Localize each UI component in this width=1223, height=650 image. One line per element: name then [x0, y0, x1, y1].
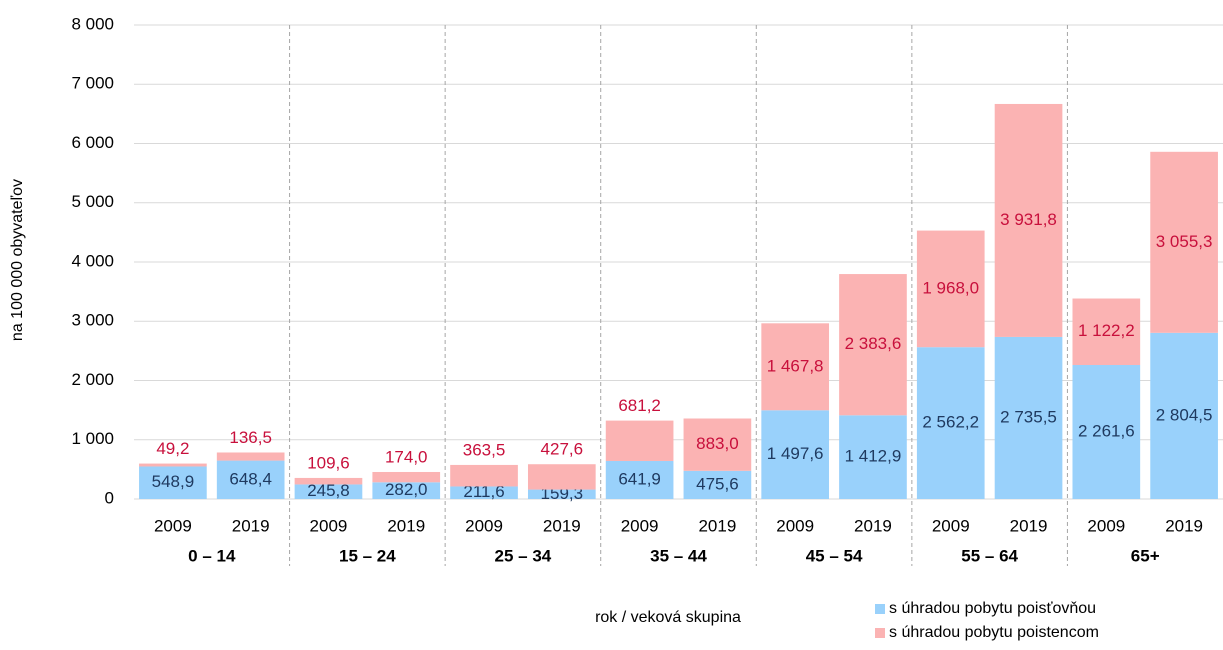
group-label: 25 – 34	[495, 546, 552, 565]
data-label: 109,6	[307, 453, 350, 472]
legend-swatch	[875, 604, 885, 614]
y-tick-label: 3 000	[71, 311, 114, 330]
data-label: 1 968,0	[922, 278, 979, 297]
bar-segment	[683, 470, 752, 499]
bar-segment	[839, 415, 907, 499]
x-tick-label: 2009	[154, 516, 192, 535]
x-tick-label: 2009	[1087, 516, 1125, 535]
bar-segment	[605, 420, 674, 461]
x-tick-label: 2019	[698, 516, 736, 535]
data-label: 2 804,5	[1156, 405, 1213, 424]
y-tick-label: 4 000	[71, 251, 114, 270]
bar-segment	[994, 103, 1063, 337]
bar-segment	[1150, 332, 1218, 499]
x-tick-label: 2009	[465, 516, 503, 535]
bar-segment	[450, 464, 518, 487]
data-label: 1 412,9	[845, 447, 902, 466]
x-tick-label: 2009	[932, 516, 970, 535]
x-tick-label: 2019	[854, 516, 892, 535]
bar-segment	[683, 418, 752, 471]
bar-segment	[294, 484, 363, 499]
bar-segment	[994, 336, 1063, 499]
bar-segment	[216, 452, 285, 461]
x-tick-label: 2009	[310, 516, 348, 535]
group-label: 55 – 64	[961, 546, 1018, 565]
legend-label: s úhradou pobytu poisťovňou	[889, 600, 1096, 617]
data-label: 3 055,3	[1156, 232, 1213, 251]
x-tick-label: 2019	[1010, 516, 1048, 535]
data-label: 648,4	[229, 469, 272, 488]
data-label: 1 497,6	[767, 444, 824, 463]
bar-segment	[916, 230, 985, 348]
data-label: 2 735,5	[1000, 407, 1057, 426]
y-tick-label: 2 000	[71, 370, 114, 389]
bar-segment	[839, 274, 907, 416]
x-tick-label: 2019	[1165, 516, 1203, 535]
legend-label: s úhradou pobytu poistencom	[889, 624, 1099, 641]
data-label: 2 261,6	[1078, 421, 1135, 440]
x-tick-label: 2019	[387, 516, 425, 535]
data-label: 3 931,8	[1000, 210, 1057, 229]
data-label: 883,0	[696, 434, 739, 453]
data-label: 2 562,2	[922, 413, 979, 432]
data-label: 136,5	[229, 428, 272, 447]
group-label: 15 – 24	[339, 546, 396, 565]
data-label: 363,5	[463, 440, 506, 459]
data-label: 49,2	[156, 439, 189, 458]
bar-segment	[450, 486, 518, 499]
y-axis-title: na 100 000 obyvateľov	[9, 179, 26, 341]
data-label: 1 122,2	[1078, 321, 1135, 340]
y-tick-label: 0	[105, 488, 114, 507]
bar-segment	[372, 482, 441, 499]
bar-segment	[1150, 151, 1218, 333]
y-tick-label: 8 000	[71, 14, 114, 33]
group-label: 35 – 44	[650, 546, 707, 565]
x-tick-label: 2019	[543, 516, 581, 535]
bar-segment	[761, 323, 830, 411]
bar-segment	[761, 410, 830, 499]
data-label: 211,6	[463, 482, 504, 501]
x-axis-title: rok / veková skupina	[595, 609, 741, 626]
x-tick-label: 2009	[621, 516, 659, 535]
bar-segment	[139, 466, 207, 499]
data-label: 245,8	[307, 481, 350, 500]
group-label: 45 – 54	[806, 546, 863, 565]
y-tick-label: 5 000	[71, 192, 114, 211]
data-label: 548,9	[152, 472, 195, 491]
bar-segment	[139, 463, 207, 467]
data-label: 282,0	[385, 480, 428, 499]
bar-segment	[605, 460, 674, 499]
data-label: 681,2	[618, 396, 661, 415]
y-tick-label: 1 000	[71, 429, 114, 448]
group-label: 65+	[1131, 546, 1160, 565]
legend-swatch	[875, 628, 885, 638]
x-tick-label: 2019	[232, 516, 270, 535]
group-label: 0 – 14	[188, 546, 236, 565]
bar-segment	[527, 489, 596, 499]
bar-segment	[294, 477, 363, 485]
data-label: 475,6	[696, 474, 739, 493]
bar-segment	[1072, 365, 1141, 499]
bar-segment	[916, 347, 985, 499]
bar-segment	[1072, 298, 1141, 366]
bar-segment	[527, 464, 596, 490]
data-label: 2 383,6	[845, 334, 902, 353]
x-tick-label: 2009	[776, 516, 814, 535]
data-label: 174,0	[385, 447, 428, 466]
data-label: 1 467,8	[767, 356, 824, 375]
y-tick-label: 7 000	[71, 74, 114, 93]
data-label: 641,9	[618, 469, 661, 488]
bar-segment	[216, 460, 285, 499]
y-tick-label: 6 000	[71, 133, 114, 152]
data-label: 427,6	[541, 440, 584, 459]
bar-segment	[372, 471, 441, 483]
